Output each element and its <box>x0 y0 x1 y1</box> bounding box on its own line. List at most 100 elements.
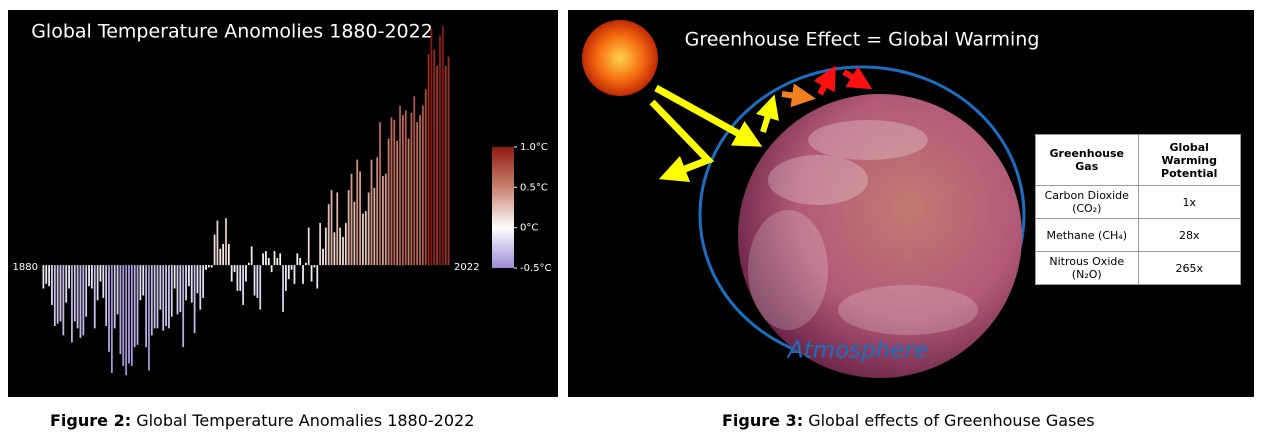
caption-label: Figure 3: <box>722 411 804 430</box>
bar <box>156 265 159 329</box>
bar <box>404 110 407 266</box>
bar <box>339 227 341 266</box>
bar <box>356 159 359 266</box>
bar <box>407 138 410 266</box>
bar <box>333 232 336 266</box>
bar <box>413 96 416 266</box>
caption-text: Global effects of Greenhouse Gases <box>808 411 1095 430</box>
bar <box>48 265 50 287</box>
bar <box>73 265 76 322</box>
bar <box>113 265 116 329</box>
bar <box>293 265 296 284</box>
bar <box>225 218 227 266</box>
bar <box>182 265 185 348</box>
table-cell: Carbon Dioxide (CO₂) <box>1035 185 1139 219</box>
bar <box>196 265 199 294</box>
bar <box>219 248 222 266</box>
bar <box>247 262 250 266</box>
bar <box>419 115 421 266</box>
bar <box>102 265 105 298</box>
bar <box>359 171 361 266</box>
bar <box>282 265 284 312</box>
bar <box>199 265 202 310</box>
bar <box>168 265 170 329</box>
bar <box>273 251 276 266</box>
heat-arrow <box>842 66 873 90</box>
bar <box>427 54 430 266</box>
caption: Figure 2: Global Temperature Anomalies 1… <box>50 411 474 430</box>
bar <box>176 265 179 315</box>
bar <box>302 265 304 284</box>
bar <box>265 251 267 266</box>
bar <box>125 265 128 376</box>
x-tick-label: 2022 <box>454 262 479 273</box>
bar <box>382 176 384 266</box>
bar <box>71 265 73 343</box>
bar <box>150 265 153 336</box>
bar <box>210 265 213 268</box>
colorbar-tick-label: -0.5°C <box>520 263 552 274</box>
bar <box>207 265 210 268</box>
bar <box>379 122 381 266</box>
bar <box>205 265 207 270</box>
bar <box>79 265 82 338</box>
bar <box>367 192 370 266</box>
colorbar-tick-label: 0.5°C <box>520 182 548 193</box>
table-cell: 265x <box>1137 251 1241 285</box>
bar <box>439 35 441 266</box>
bar <box>242 265 244 305</box>
bar <box>170 265 173 317</box>
cloud <box>808 120 928 160</box>
bar <box>245 265 247 282</box>
bar <box>188 265 190 287</box>
sunlight-arrow <box>654 84 763 147</box>
cloud <box>838 285 978 335</box>
bar <box>142 265 145 296</box>
bar <box>279 253 282 266</box>
bar <box>316 265 319 289</box>
bar <box>99 265 102 282</box>
bar <box>122 265 125 366</box>
bar <box>421 105 424 266</box>
bar <box>319 222 322 266</box>
bar <box>324 227 327 266</box>
atmosphere-label: Atmosphere <box>786 338 928 364</box>
table-header: Greenhouse Gas <box>1035 134 1139 186</box>
bar <box>62 265 65 336</box>
bar <box>110 265 113 373</box>
bar <box>447 56 450 266</box>
bar <box>68 265 70 289</box>
bar <box>285 265 287 291</box>
bar <box>162 265 165 331</box>
bar <box>296 253 299 266</box>
bar <box>327 204 330 266</box>
bar <box>65 265 68 303</box>
bar <box>230 265 233 282</box>
bar <box>85 265 88 317</box>
colorbar-tick-label: 0°C <box>520 223 538 234</box>
chart-title: Global Temperature Anomolies 1880-2022 <box>31 21 433 43</box>
bar <box>119 265 122 355</box>
table-cell: 28x <box>1137 218 1241 252</box>
table-cell: Methane (CH₄) <box>1035 218 1139 252</box>
bar <box>444 65 447 266</box>
bar <box>105 265 108 327</box>
bar <box>179 265 182 312</box>
cloud <box>768 155 868 205</box>
bar <box>436 65 439 266</box>
bar <box>262 253 264 266</box>
colorbar <box>492 147 514 268</box>
bar <box>153 265 156 329</box>
earth <box>738 94 1022 378</box>
chart-background <box>8 10 558 397</box>
bar <box>148 265 150 371</box>
caption: Figure 3: Global effects of Greenhouse G… <box>722 411 1095 430</box>
bar <box>190 265 193 303</box>
bar <box>373 187 376 266</box>
bar <box>270 265 273 273</box>
bar <box>390 117 393 266</box>
caption-text: Global Temperature Anomalies 1880-2022 <box>136 411 475 430</box>
bar <box>239 265 242 291</box>
bar <box>310 265 313 282</box>
